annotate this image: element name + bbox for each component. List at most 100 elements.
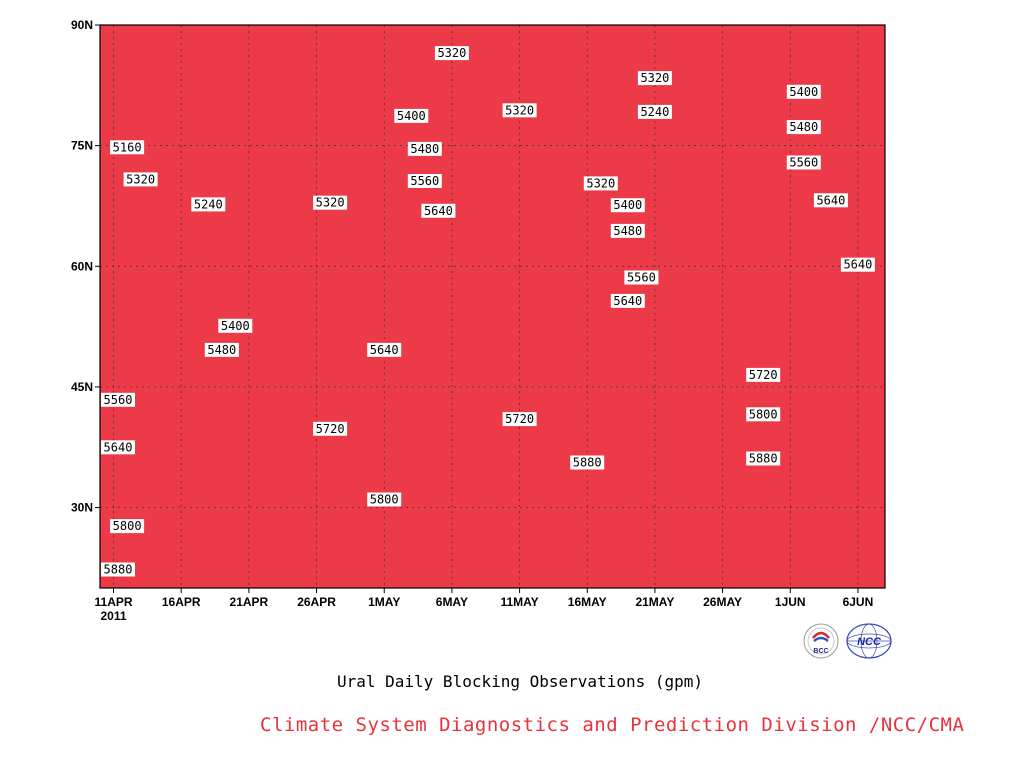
contour-label: 5400 <box>394 108 429 123</box>
contour-label-text: 5880 <box>749 452 778 466</box>
contour-label-box <box>313 195 348 210</box>
band-cell <box>100 165 885 173</box>
contour-label-text: 5800 <box>113 519 142 533</box>
contour-label-box <box>434 46 469 61</box>
contour-label-box <box>610 293 645 308</box>
contour-label: 5560 <box>407 174 442 188</box>
ncc-logo-text: NCC <box>857 636 882 648</box>
band-cell <box>100 129 885 137</box>
band-cell <box>100 231 885 239</box>
x-tick-label: 21APR <box>230 595 269 609</box>
band-cell <box>100 399 885 406</box>
band-cell <box>100 267 885 275</box>
contour-label-text: 5400 <box>789 85 818 99</box>
contour-label-box <box>407 141 442 156</box>
contour-chart: 30N 45N 60N 75N 90N 11APR 16APR 21APR 26APR 1MAY… <box>71 18 886 623</box>
contour-label: 5480 <box>407 141 442 156</box>
contour-label-text: 5480 <box>410 142 439 156</box>
band-cell <box>100 441 885 448</box>
band-cell <box>100 369 885 376</box>
band-cell <box>100 375 885 382</box>
contour-label-text: 5800 <box>749 407 778 421</box>
contour-label-box <box>746 407 781 422</box>
contour-label-box <box>746 367 781 382</box>
band-cell <box>100 447 885 454</box>
band-cell <box>100 255 885 263</box>
contour-label-text: 5320 <box>316 196 345 210</box>
contour-label-text: 5320 <box>505 103 534 117</box>
x-tick-label: 11APR <box>95 595 133 609</box>
contour-label-text: 5400 <box>221 319 250 333</box>
band-cell <box>100 93 885 101</box>
band-cell <box>100 40 885 47</box>
contour-label-box <box>218 318 253 333</box>
band-cell <box>100 333 885 341</box>
contour-label: 5800 <box>110 519 145 534</box>
band-cell <box>100 225 885 233</box>
contour-label-text: 5640 <box>613 294 642 308</box>
band-cell <box>100 297 885 305</box>
band-cell <box>100 495 885 502</box>
contour-label-box <box>101 562 135 577</box>
y-tick-label: 60N <box>71 259 93 273</box>
band-cell <box>100 453 885 460</box>
contour-label-text: 5480 <box>789 120 818 134</box>
x-tick-label: 21MAY <box>635 595 674 609</box>
contour-label-box <box>123 172 158 187</box>
contour-label-box <box>313 421 348 436</box>
contour-label-text: 5400 <box>613 198 642 212</box>
band-cell <box>100 471 885 478</box>
band-cell <box>100 213 885 221</box>
contour-label-box <box>610 198 645 213</box>
x-tick-label: 26MAY <box>703 595 742 609</box>
contour-label-box <box>610 223 645 238</box>
band-cell <box>100 273 885 281</box>
x-tick-label: 16MAY <box>568 595 607 609</box>
contour-label: 5480 <box>204 342 239 357</box>
band-cell <box>100 507 885 514</box>
contour-label-text: 5720 <box>505 412 534 426</box>
band-cell <box>100 327 885 335</box>
band-cell <box>100 28 885 35</box>
band-cell <box>100 201 885 209</box>
contour-label-text: 5640 <box>424 204 453 218</box>
band-cell <box>100 501 885 508</box>
contour-label-text: 5640 <box>370 343 399 357</box>
contour-label-box <box>840 257 875 272</box>
contour-label: 5720 <box>746 367 781 382</box>
band-cell <box>100 219 885 227</box>
contour-label-box <box>583 176 618 191</box>
contour-label-text: 5480 <box>613 224 642 238</box>
band-cell <box>100 585 885 588</box>
band-cell <box>100 303 885 311</box>
credit-text: Climate System Diagnostics and Predictio… <box>260 714 965 736</box>
contour-label: 5640 <box>367 342 402 357</box>
contour-label: 5240 <box>191 197 226 212</box>
band-cell <box>100 75 885 83</box>
band-cell <box>100 177 885 185</box>
band-cell <box>100 123 885 131</box>
contour-label: 5400 <box>610 198 645 213</box>
contour-label: 5320 <box>637 71 672 86</box>
contour-label-box <box>637 71 672 86</box>
band-cell <box>100 135 885 143</box>
contour-label: 5400 <box>218 318 253 333</box>
contour-label-box <box>813 193 848 208</box>
band-cell <box>100 189 885 197</box>
band-cell <box>100 291 885 299</box>
band-cell <box>100 117 885 125</box>
band-cell <box>100 321 885 329</box>
band-cell <box>100 87 885 95</box>
contour-label-box <box>502 103 537 118</box>
contour-label-text: 5640 <box>843 258 872 272</box>
contour-label: 5720 <box>502 412 537 427</box>
contour-label: 5560 <box>786 155 821 170</box>
x-tick-year: 2011 <box>101 609 127 623</box>
contour-label-box <box>367 342 402 357</box>
band-cell <box>100 285 885 293</box>
band-cell <box>100 195 885 203</box>
band-cell <box>100 465 885 472</box>
band-cell <box>100 351 885 358</box>
band-cell <box>100 387 885 394</box>
band-cell <box>100 549 885 556</box>
